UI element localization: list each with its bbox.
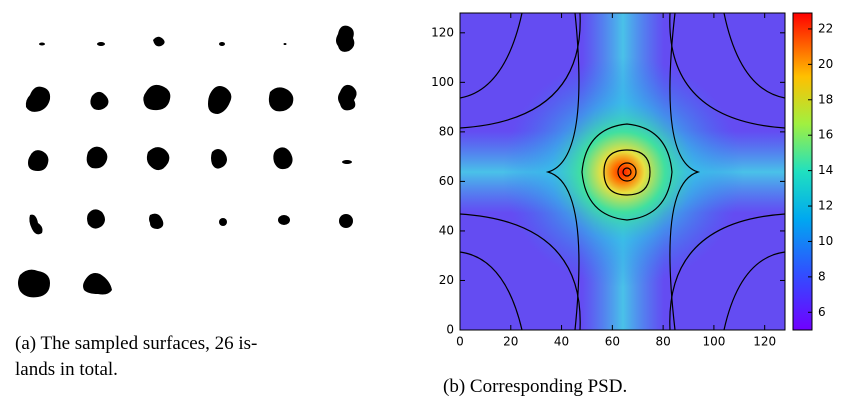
colorbar-tick-label: 20 (818, 57, 833, 71)
x-tick-label: 120 (753, 335, 776, 349)
plot-frame (459, 12, 786, 331)
caption-a-line-2: lands in total. (15, 359, 118, 380)
y-tick-label: 0 (446, 323, 454, 337)
colorbar (792, 12, 813, 331)
y-tick-label: 100 (431, 75, 454, 89)
colorbar-tick-label: 14 (818, 163, 833, 177)
x-tick-label: 20 (503, 335, 518, 349)
colorbar-tick-label: 16 (818, 128, 833, 142)
y-tick-label: 20 (439, 273, 454, 287)
axes: 0 20 40 60 80 100 120 0 20 40 60 80 100 120 6 8 10 12 14 16… (431, 13, 833, 349)
heatmap (460, 13, 785, 330)
x-tick-label: 0 (456, 335, 464, 349)
x-tick-label: 40 (554, 335, 569, 349)
contours (460, 13, 785, 330)
caption-b: (b) Corresponding PSD. (443, 376, 627, 397)
y-tick-label: 120 (431, 25, 454, 39)
x-tick-label: 60 (605, 335, 620, 349)
colorbar-tick-label: 10 (818, 234, 833, 248)
colorbar-tick-label: 6 (818, 305, 826, 319)
x-tick-label: 80 (655, 335, 670, 349)
y-tick-label: 60 (439, 174, 454, 188)
caption-a-line-1: (a) The sampled surfaces, 26 is- (15, 333, 257, 354)
colorbar-tick-label: 12 (818, 199, 833, 213)
colorbar-tick-label: 22 (818, 21, 833, 35)
x-tick-label: 100 (702, 335, 725, 349)
y-tick-label: 80 (439, 124, 454, 138)
y-tick-label: 40 (439, 223, 454, 237)
colorbar-tick-label: 18 (818, 92, 833, 106)
colorbar-tick-label: 8 (818, 269, 826, 283)
islands (18, 25, 357, 298)
